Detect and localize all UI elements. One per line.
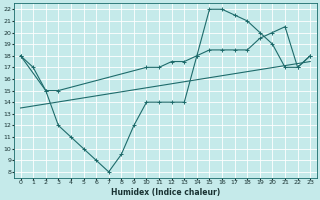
X-axis label: Humidex (Indice chaleur): Humidex (Indice chaleur): [111, 188, 220, 197]
